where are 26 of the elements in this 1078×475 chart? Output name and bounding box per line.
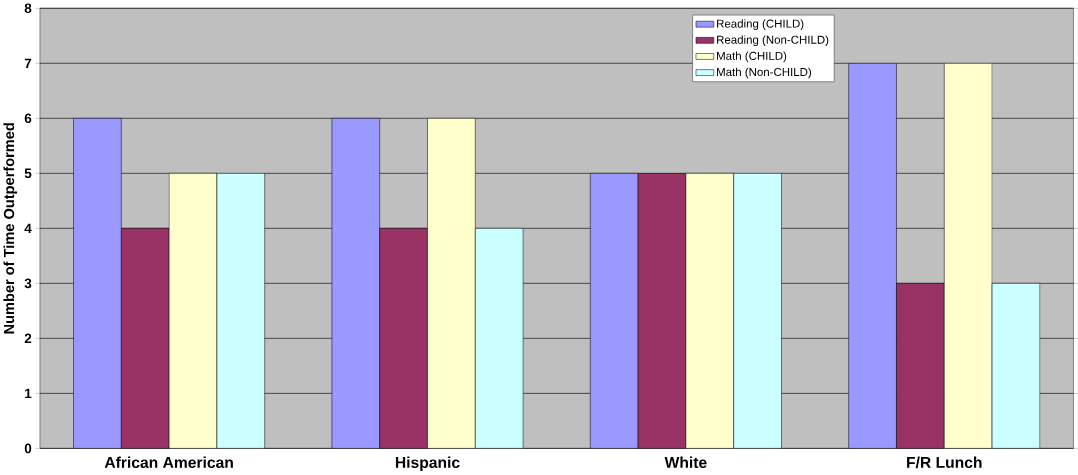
y-tick-label: 5 <box>24 168 32 179</box>
y-tick-label: 4 <box>24 223 32 234</box>
bar <box>216 173 265 449</box>
y-tick-label: 3 <box>24 278 32 289</box>
legend-label: Reading (Non-CHILD) <box>717 35 829 47</box>
x-tick-label: F/R Lunch <box>907 456 982 469</box>
legend-label: Math (Non-CHILD) <box>717 67 812 79</box>
y-tick-label: 8 <box>24 3 32 14</box>
bar <box>590 173 639 449</box>
legend-label: Reading (CHILD) <box>717 19 804 31</box>
y-axis-title: Number of Time Outperformed <box>3 123 18 334</box>
y-tick-label: 1 <box>25 388 32 399</box>
y-tick-label: 7 <box>24 58 32 69</box>
bar <box>991 283 1041 449</box>
y-tick-label: 2 <box>24 333 32 344</box>
legend-label: Math (CHILD) <box>717 51 787 63</box>
bar <box>733 173 782 449</box>
y-tick-label: 6 <box>24 113 32 124</box>
y-tick-label: 0 <box>24 443 32 454</box>
x-tick-label: White <box>664 456 707 469</box>
bar <box>331 118 380 449</box>
bar <box>73 118 122 449</box>
x-tick-label: Hispanic <box>395 456 460 472</box>
bar <box>475 228 524 449</box>
bar <box>848 63 897 449</box>
x-tick-label: African American <box>104 456 233 469</box>
